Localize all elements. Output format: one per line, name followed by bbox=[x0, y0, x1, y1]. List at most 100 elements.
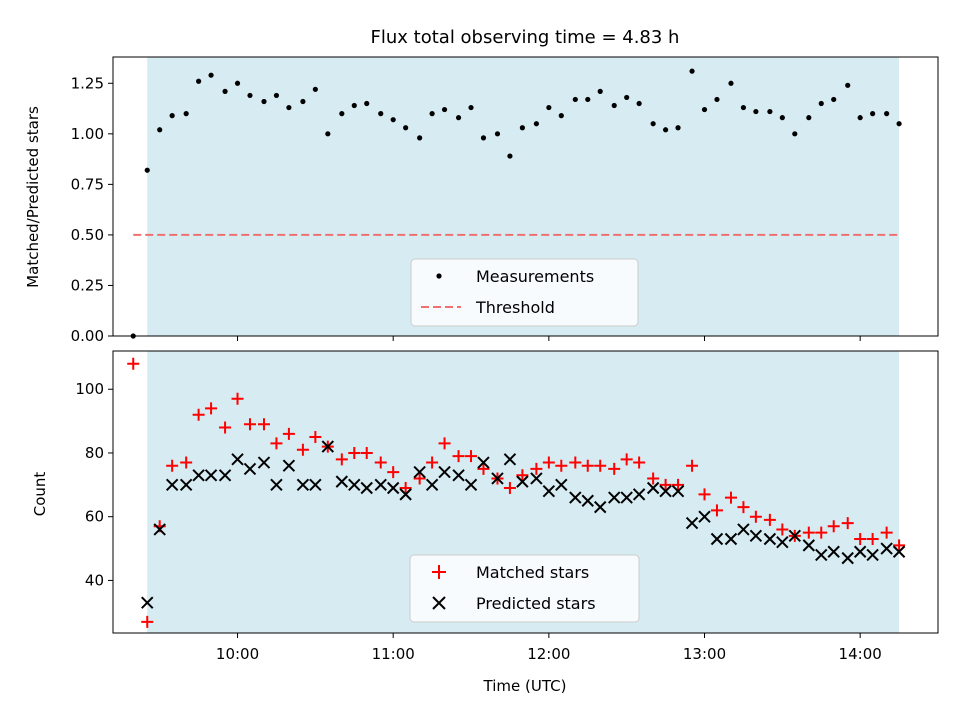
matched-stars-point bbox=[413, 472, 426, 485]
predicted-stars-point bbox=[815, 548, 828, 562]
predicted-stars-point bbox=[452, 469, 465, 482]
predicted-stars-point bbox=[685, 516, 699, 530]
matched-stars-point bbox=[776, 523, 789, 536]
predicted-stars-point bbox=[321, 440, 335, 453]
measurement-point bbox=[390, 117, 396, 123]
measurement-point bbox=[806, 115, 812, 121]
predicted-stars-point bbox=[788, 529, 801, 543]
measurement-point bbox=[896, 121, 902, 127]
matched-stars-point bbox=[180, 456, 193, 469]
bottom-predicted-layer bbox=[141, 440, 906, 609]
predicted-stars-point bbox=[374, 478, 387, 492]
matched-stars-point bbox=[710, 504, 723, 517]
measurement-point bbox=[753, 108, 759, 115]
measurement-point bbox=[169, 113, 175, 119]
predicted-stars-point bbox=[646, 481, 660, 495]
predicted-stars-point bbox=[477, 456, 490, 469]
matched-stars-point bbox=[335, 453, 348, 466]
matched-stars-point bbox=[880, 526, 893, 539]
predicted-stars-point bbox=[386, 481, 400, 495]
measurement-point bbox=[701, 106, 708, 113]
measurement-point bbox=[325, 131, 331, 137]
matched-stars-point bbox=[219, 421, 232, 434]
measurement-point bbox=[183, 111, 189, 117]
matched-stars-point bbox=[737, 501, 750, 514]
predicted-stars-point bbox=[399, 488, 412, 501]
bottom-ytick-label: 80 bbox=[85, 444, 104, 462]
matched-stars-point bbox=[503, 482, 516, 495]
predicted-stars-point bbox=[594, 500, 607, 514]
measurement-point bbox=[884, 111, 890, 117]
legend-matched-marker bbox=[432, 565, 446, 579]
measurement-point bbox=[845, 82, 851, 88]
predicted-stars-point bbox=[776, 535, 789, 549]
predicted-stars-point bbox=[827, 545, 840, 558]
measurement-point bbox=[441, 106, 448, 113]
bottom-legend: Matched stars Predicted stars bbox=[409, 554, 640, 623]
matched-stars-point bbox=[542, 456, 555, 469]
measurement-point bbox=[480, 135, 487, 141]
measurement-point bbox=[767, 108, 773, 115]
matched-stars-point bbox=[866, 533, 879, 545]
measurement-point bbox=[507, 153, 513, 159]
bottom-yticks-layer: 40 60 80 100 bbox=[75, 380, 113, 589]
measurement-point bbox=[468, 104, 474, 111]
top-ytick-label: 0.50 bbox=[71, 226, 104, 244]
measurement-point bbox=[417, 135, 423, 141]
predicted-stars-point bbox=[516, 475, 529, 488]
predicted-stars-point bbox=[569, 491, 582, 504]
bottom-x-axis-label: Time (UTC) bbox=[483, 677, 567, 695]
predicted-stars-point bbox=[802, 539, 816, 552]
matched-stars-point bbox=[205, 402, 218, 415]
measurement-point bbox=[597, 88, 603, 94]
predicted-stars-point bbox=[749, 529, 763, 543]
top-axes-frame bbox=[112, 56, 939, 337]
predicted-stars-point bbox=[153, 523, 166, 536]
measurement-point bbox=[650, 121, 656, 127]
predicted-stars-point bbox=[530, 472, 543, 485]
top-yticks-layer: 0.00 0.25 0.50 0.75 1.00 1.25 bbox=[71, 74, 113, 345]
measurement-point bbox=[675, 125, 681, 131]
matched-stars-point bbox=[827, 520, 840, 533]
predicted-stars-point bbox=[608, 491, 621, 504]
predicted-stars-point bbox=[542, 484, 556, 498]
top-chart-title: Flux total observing time = 4.83 h bbox=[371, 27, 680, 48]
matched-stars-point bbox=[270, 437, 283, 450]
bottom-panel: 40 60 80 100 10:00 11:00 12:00 13:00 14:00 Time… bbox=[31, 350, 939, 695]
predicted-stars-point bbox=[880, 542, 893, 555]
bottom-xtick-label: 14:00 bbox=[839, 645, 882, 663]
matched-stars-point bbox=[465, 450, 478, 463]
matched-stars-point bbox=[231, 392, 244, 405]
measurement-point bbox=[546, 104, 552, 111]
measurement-point bbox=[818, 100, 824, 107]
predicted-stars-point bbox=[192, 469, 205, 482]
matched-stars-point bbox=[516, 469, 529, 482]
measurement-point bbox=[585, 96, 591, 103]
bottom-xtick-label: 12:00 bbox=[527, 645, 570, 663]
top-ytick-label: 0.25 bbox=[71, 276, 104, 294]
measurement-point bbox=[261, 98, 267, 105]
predicted-stars-point bbox=[179, 478, 193, 492]
measurement-point bbox=[740, 104, 747, 111]
matched-stars-point bbox=[659, 478, 672, 491]
matched-stars-point bbox=[426, 456, 439, 469]
legend-measurements-marker bbox=[436, 273, 442, 279]
matched-stars-point bbox=[555, 459, 568, 472]
legend-predicted-label: Predicted stars bbox=[476, 594, 596, 613]
matched-stars-point bbox=[166, 459, 179, 472]
measurement-point bbox=[222, 88, 228, 94]
measurement-point bbox=[792, 131, 798, 137]
measurement-point bbox=[144, 167, 150, 173]
bottom-ytick-label: 40 bbox=[85, 571, 104, 589]
measurement-point bbox=[779, 115, 785, 121]
matched-stars-point bbox=[243, 418, 256, 431]
predicted-stars-point bbox=[503, 453, 517, 466]
legend-matched-label: Matched stars bbox=[476, 563, 589, 582]
predicted-stars-point bbox=[413, 465, 426, 479]
measurement-point bbox=[519, 125, 525, 131]
matched-stars-point bbox=[127, 357, 140, 370]
measurement-point bbox=[689, 68, 695, 74]
measurement-point bbox=[300, 98, 306, 105]
predicted-stars-point bbox=[853, 545, 867, 558]
top-legend: Measurements Threshold bbox=[410, 258, 639, 327]
